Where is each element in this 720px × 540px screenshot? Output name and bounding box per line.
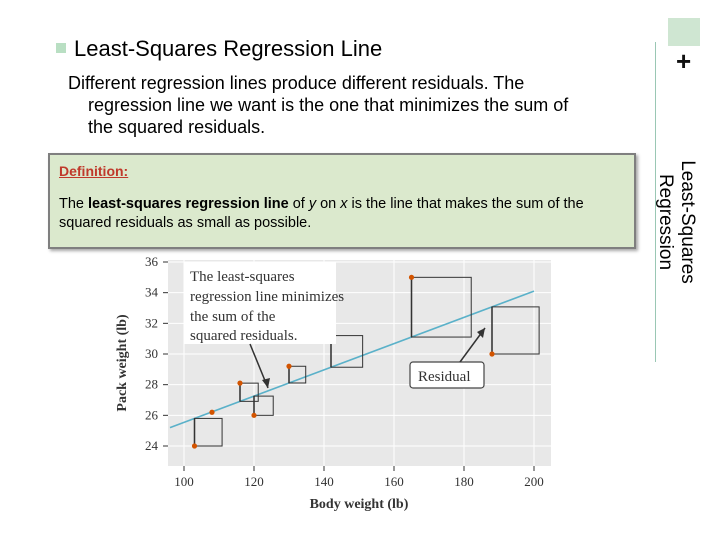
- callout-box: [184, 262, 336, 344]
- definition-pre: The: [59, 196, 89, 212]
- x-tick-label: 100: [174, 474, 194, 489]
- definition-post: is the line that makes the sum of the sq…: [59, 196, 584, 231]
- y-tick-label: 32: [145, 315, 158, 330]
- y-tick-label: 26: [145, 407, 159, 422]
- data-point: [251, 412, 257, 418]
- x-tick-label: 180: [454, 474, 474, 489]
- data-point: [237, 380, 243, 386]
- residual-label: Residual: [418, 369, 471, 385]
- definition-label: Definition:: [59, 163, 129, 179]
- side-title: Least-Squares Regression: [655, 160, 698, 284]
- x-tick-label: 200: [524, 474, 544, 489]
- data-point: [286, 363, 292, 369]
- residual-square: [194, 417, 223, 447]
- residual-squares: [194, 276, 540, 447]
- definition-term: least-squares regression line: [88, 196, 289, 212]
- regression-line: [169, 290, 535, 429]
- x-tick-label: 120: [244, 474, 264, 489]
- definition-box: Definition: The least-squares regression…: [48, 153, 636, 249]
- corner-accent-block: [668, 18, 700, 46]
- residual-square: [253, 395, 274, 416]
- y-tick-label: 30: [145, 346, 158, 361]
- y-tick-label: 28: [145, 377, 158, 392]
- intro-line-3: the squared residuals.: [88, 117, 266, 137]
- residual-square: [411, 276, 472, 338]
- y-tick-label: 34: [145, 285, 159, 300]
- x-axis-ticks: 100 120 140 160 180 200: [174, 466, 544, 489]
- definition-mid1: of: [288, 196, 309, 212]
- y-tick-label: 24: [145, 438, 159, 453]
- intro-paragraph: Different regression lines produce diffe…: [68, 72, 628, 138]
- intro-line-1: Different regression lines produce diffe…: [68, 73, 525, 93]
- side-divider: [655, 42, 656, 362]
- callout-line-4: squared residuals.: [190, 328, 297, 344]
- callout-line-2: regression line minimizes: [190, 289, 344, 305]
- callout-line-3: the sum of the: [190, 309, 276, 325]
- y-axis-label: Pack weight (lb): [115, 314, 130, 412]
- plus-icon: +: [676, 46, 692, 76]
- residual-arrowhead: [477, 328, 485, 338]
- residual-square: [288, 365, 307, 384]
- data-point: [209, 409, 215, 415]
- x-tick-label: 140: [314, 474, 334, 489]
- residual-label-box: [409, 361, 485, 389]
- data-point: [191, 443, 198, 449]
- bullet-icon: [56, 43, 66, 53]
- definition-text: The least-squares regression line of y o…: [59, 195, 629, 233]
- x-axis-label: Body weight (lb): [310, 497, 409, 512]
- intro-line-2: regression line we want is the one that …: [88, 95, 569, 115]
- slide-heading: Least-Squares Regression Line: [74, 36, 383, 61]
- residual-square: [239, 382, 259, 402]
- y-tick-label: 36: [145, 254, 159, 269]
- scatter-plot: 100 120 140 160 180 200 24 26 28 30 32 34 36 The le…: [115, 254, 551, 512]
- x-tick-label: 160: [384, 474, 404, 489]
- residual-square: [491, 306, 540, 355]
- data-point: [489, 351, 495, 357]
- data-point: [408, 274, 415, 280]
- definition-x: x: [340, 196, 348, 212]
- callout-line-1: The least-squares: [190, 269, 295, 285]
- callout-arrowhead: [262, 378, 270, 388]
- residual-square: [330, 335, 364, 368]
- y-axis-ticks: 24 26 28 30 32 34 36: [145, 254, 168, 453]
- definition-mid2: on: [316, 196, 341, 212]
- definition-y: y: [308, 196, 317, 212]
